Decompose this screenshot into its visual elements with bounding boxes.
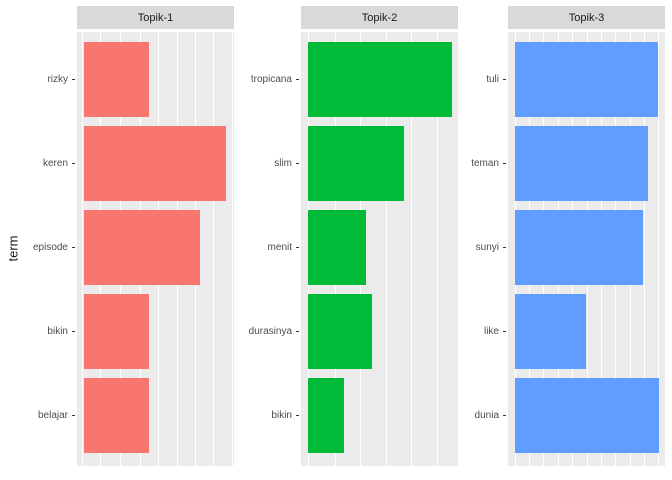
bar xyxy=(83,126,227,202)
gridline xyxy=(213,31,215,466)
bar-row xyxy=(77,290,234,374)
facet-topik-3: Topik-3 tuli teman sunyi like dunia xyxy=(440,6,665,466)
bar-row xyxy=(508,206,665,290)
y-tick-label: bikin xyxy=(47,326,68,338)
y-axis-label-row: dunia xyxy=(440,374,508,458)
bar xyxy=(307,126,404,202)
y-axis-label-row: bikin xyxy=(9,290,77,374)
facet-strip-label: Topik-1 xyxy=(137,11,174,24)
gridline xyxy=(81,31,83,466)
bar-row xyxy=(301,206,458,290)
y-tick-label: menit xyxy=(267,242,292,254)
gridline xyxy=(231,31,233,466)
bar xyxy=(307,378,344,454)
facet-topik-2: Topik-2 tropicana slim menit durasinya b… xyxy=(233,6,458,466)
bar-row xyxy=(77,206,234,290)
y-tick-label: bikin xyxy=(271,410,292,422)
facet-strip: Topik-1 xyxy=(77,6,234,29)
bar-row xyxy=(77,38,234,122)
bar-row xyxy=(301,38,458,122)
bar-row xyxy=(508,122,665,206)
y-tick-mark xyxy=(72,331,75,333)
y-tick-mark xyxy=(72,163,75,165)
y-tick-label: rizky xyxy=(47,74,68,86)
plot-panel xyxy=(508,31,665,466)
y-axis-label-row: episode xyxy=(9,206,77,290)
y-tick-mark xyxy=(296,331,299,333)
y-tick-mark xyxy=(503,415,506,417)
bar xyxy=(307,42,452,118)
y-axis-label-row: tuli xyxy=(440,38,508,122)
bar-row xyxy=(77,122,234,206)
y-tick-mark xyxy=(72,247,75,249)
bar xyxy=(514,378,660,454)
facet-strip-label: Topik-2 xyxy=(361,11,398,24)
y-axis-label-row: rizky xyxy=(9,38,77,122)
y-axis-label-row: menit xyxy=(233,206,301,290)
bar-row xyxy=(301,122,458,206)
facet-strip-label: Topik-3 xyxy=(568,11,605,24)
y-axis-label-row: keren xyxy=(9,122,77,206)
bar-row xyxy=(508,290,665,374)
bar xyxy=(514,42,658,118)
facet-strip: Topik-2 xyxy=(301,6,458,29)
bar xyxy=(83,42,150,118)
gridline xyxy=(643,31,645,466)
bar xyxy=(83,378,150,454)
bar xyxy=(83,210,201,286)
y-axis-label-row: tropicana xyxy=(233,38,301,122)
facet-strip: Topik-3 xyxy=(508,6,665,29)
y-tick-mark xyxy=(72,79,75,81)
bar-row xyxy=(77,374,234,458)
y-tick-mark xyxy=(503,163,506,165)
y-axis-labels: tuli teman sunyi like dunia xyxy=(440,32,508,466)
bar xyxy=(307,294,372,370)
y-axis-label-row: teman xyxy=(440,122,508,206)
bar xyxy=(514,294,587,370)
y-axis-label-row: like xyxy=(440,290,508,374)
y-axis-label-row: bikin xyxy=(233,374,301,458)
bar xyxy=(307,210,366,286)
y-axis-labels: rizky keren episode bikin belajar xyxy=(9,32,77,466)
gridline xyxy=(411,31,413,466)
y-tick-label: teman xyxy=(471,158,499,170)
bar xyxy=(83,294,149,370)
y-tick-label: slim xyxy=(274,158,292,170)
bar-row xyxy=(508,374,665,458)
y-tick-mark xyxy=(503,247,506,249)
y-tick-label: like xyxy=(483,326,499,338)
plot-panel xyxy=(77,31,234,466)
plot-panel xyxy=(301,31,458,466)
y-tick-mark xyxy=(296,163,299,165)
y-tick-mark xyxy=(296,79,299,81)
y-tick-mark xyxy=(296,415,299,417)
y-tick-label: belajar xyxy=(37,410,68,422)
y-axis-labels: tropicana slim menit durasinya bikin xyxy=(233,32,301,466)
y-axis-label-row: slim xyxy=(233,122,301,206)
facet-topik-1: Topik-1 rizky keren episode bikin belaja… xyxy=(9,6,234,466)
bar-row xyxy=(301,374,458,458)
y-tick-mark xyxy=(503,331,506,333)
y-tick-mark xyxy=(72,415,75,417)
gridline xyxy=(385,31,387,466)
y-tick-label: sunyi xyxy=(475,242,499,254)
bar xyxy=(514,126,648,202)
y-tick-label: tropicana xyxy=(250,74,292,86)
y-tick-label: dunia xyxy=(474,410,499,422)
y-axis-label-row: sunyi xyxy=(440,206,508,290)
gridline xyxy=(658,31,660,466)
y-tick-label: tuli xyxy=(486,74,499,86)
bar xyxy=(514,210,643,286)
y-tick-mark xyxy=(503,79,506,81)
y-tick-label: durasinya xyxy=(248,326,292,338)
y-axis-label-row: durasinya xyxy=(233,290,301,374)
gridline xyxy=(437,31,439,466)
bar-row xyxy=(301,290,458,374)
bar-row xyxy=(508,38,665,122)
y-tick-label: episode xyxy=(32,242,68,254)
y-axis-label-row: belajar xyxy=(9,374,77,458)
y-tick-label: keren xyxy=(42,158,68,170)
y-tick-mark xyxy=(296,247,299,249)
